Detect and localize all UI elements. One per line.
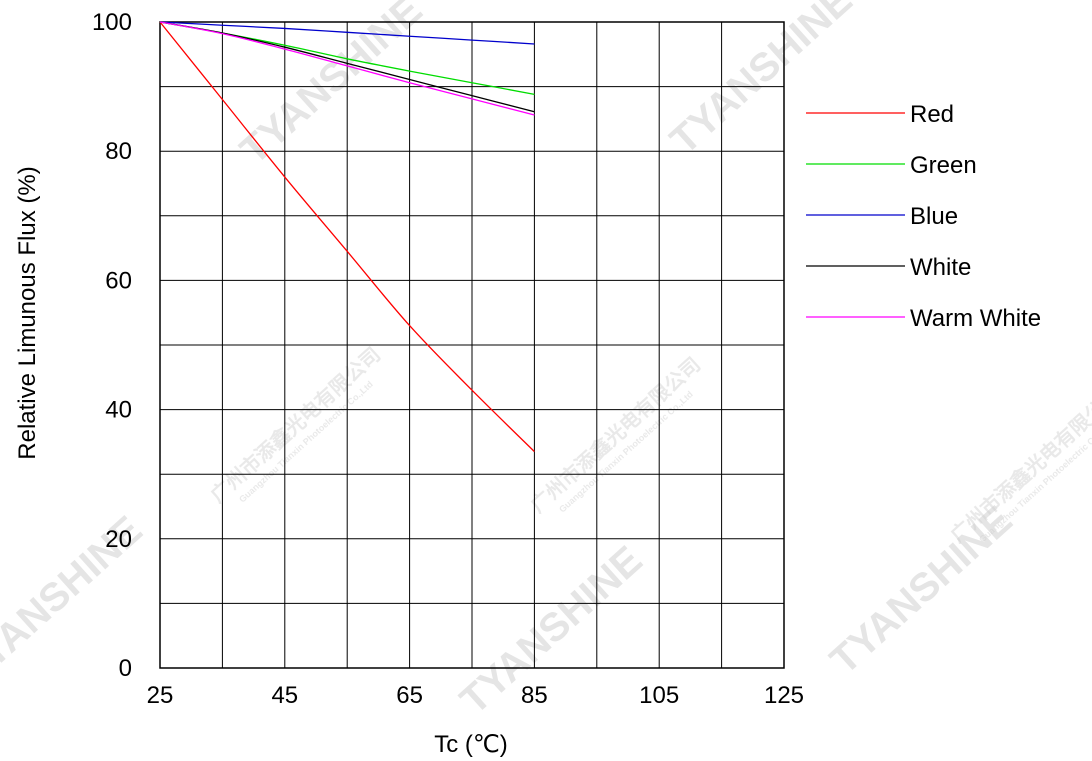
y-tick-label: 60 (105, 267, 132, 294)
x-tick-label: 85 (521, 682, 548, 709)
legend: Red Green Blue White Warm White (806, 101, 1041, 332)
series-line-red (159, 21, 535, 453)
y-tick-label: 40 (105, 397, 132, 424)
x-tick-label: 105 (639, 682, 679, 709)
legend-label-red: Red (910, 101, 954, 128)
legend-label-blue: Blue (910, 203, 958, 230)
series-line-blue (159, 21, 535, 45)
grid (159, 21, 785, 669)
tick-labels: 25 45 65 85 105 125 0 20 40 60 80 100 (92, 9, 804, 709)
y-tick-label: 20 (105, 526, 132, 553)
x-tick-label: 125 (764, 682, 804, 709)
y-tick-label: 100 (92, 9, 132, 36)
watermark-company-en: Guangzhou Tianxin Photoelectric Co.,Ltd (557, 389, 695, 514)
x-axis-label: Tc (℃) (434, 731, 508, 758)
x-tick-label: 45 (271, 682, 298, 709)
y-tick-label: 0 (119, 655, 132, 682)
watermark-company: 广州市添鑫光电有限公司 (206, 342, 386, 507)
plot-frame (159, 21, 785, 669)
legend-label-green: Green (910, 152, 977, 179)
x-tick-label: 25 (147, 682, 174, 709)
legend-label-warm-white: Warm White (910, 305, 1041, 332)
y-tick-label: 80 (105, 138, 132, 165)
watermark-company-en: Guangzhou Tianxin Photoelectric Co.,Ltd (237, 379, 375, 504)
y-axis-label: Relative Limunous Flux (%) (14, 166, 41, 459)
series-layer (159, 21, 535, 453)
x-tick-label: 65 (396, 682, 423, 709)
series-line-warm-white (159, 21, 535, 116)
watermark-text: TYANSHINE (452, 538, 650, 723)
watermark-text: TYANSHINE (662, 0, 860, 163)
watermark-company: 广州市添鑫光电有限公司 (526, 352, 706, 517)
legend-label-white: White (910, 254, 971, 281)
